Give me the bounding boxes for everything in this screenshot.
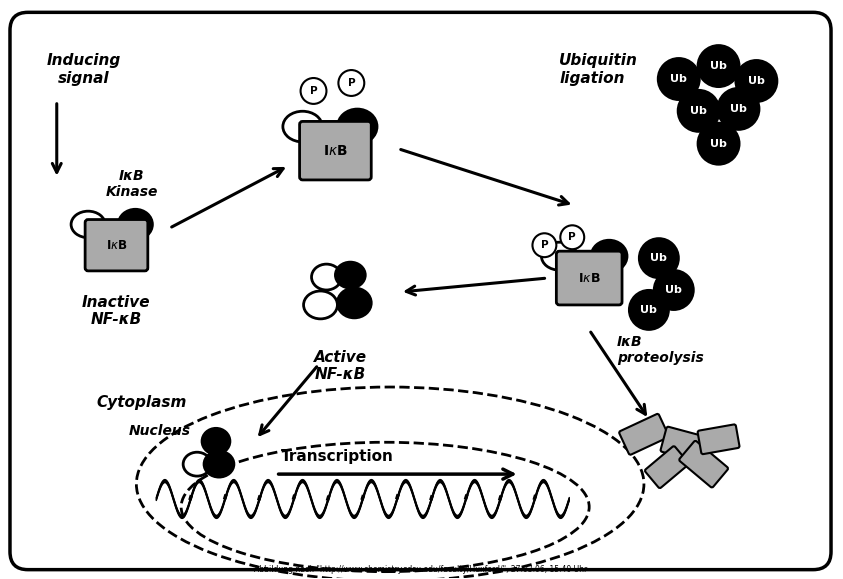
FancyBboxPatch shape [85,219,148,271]
Ellipse shape [336,262,365,288]
Text: Ub: Ub [710,61,727,71]
FancyBboxPatch shape [556,251,622,305]
Circle shape [629,290,668,330]
Circle shape [639,238,679,278]
Ellipse shape [202,428,230,454]
Circle shape [533,233,556,257]
Text: IκB
proteolysis: IκB proteolysis [617,335,704,365]
Circle shape [735,60,777,102]
Text: I$\kappa$B: I$\kappa$B [577,272,600,284]
Text: Active
NF-κB: Active NF-κB [314,350,367,382]
Text: I$\kappa$B: I$\kappa$B [105,239,127,252]
Circle shape [654,270,694,310]
Ellipse shape [591,240,627,272]
Text: Abbildung nach "http://www.chemistry.sdsu.edu/faculty/Huxford/", 27.03.06, 15.40: Abbildung nach "http://www.chemistry.sds… [255,565,588,574]
Circle shape [301,78,326,104]
FancyBboxPatch shape [661,427,707,462]
Ellipse shape [118,209,153,240]
Text: Nucleus: Nucleus [128,424,191,438]
Text: Ub: Ub [641,305,658,315]
Ellipse shape [283,111,322,142]
Text: Ubiquitin
ligation: Ubiquitin ligation [560,53,638,86]
Text: Ub: Ub [665,285,682,295]
FancyBboxPatch shape [645,446,689,488]
Circle shape [561,225,584,249]
Text: Inactive
NF-κB: Inactive NF-κB [82,295,151,327]
Circle shape [717,88,760,130]
Text: Ub: Ub [690,106,707,116]
Ellipse shape [312,264,341,290]
Text: IκB
Kinase: IκB Kinase [105,168,158,199]
Text: Ub: Ub [730,104,747,114]
Circle shape [698,45,739,87]
Text: P: P [568,232,576,242]
Circle shape [698,123,739,164]
FancyBboxPatch shape [299,122,371,180]
Ellipse shape [303,291,337,319]
Text: I$\kappa$B: I$\kappa$B [323,144,348,157]
Text: Ub: Ub [651,253,668,263]
Text: P: P [309,86,317,96]
Text: P: P [540,240,548,250]
Ellipse shape [337,288,371,318]
Text: Cytoplasm: Cytoplasm [96,395,186,410]
Ellipse shape [183,452,211,476]
Text: Ub: Ub [710,139,727,149]
FancyBboxPatch shape [698,424,739,454]
Circle shape [658,58,700,100]
Ellipse shape [337,109,377,144]
Circle shape [338,70,364,96]
Ellipse shape [541,242,577,270]
FancyBboxPatch shape [10,12,831,570]
Circle shape [678,90,720,132]
Text: Inducing
signal: Inducing signal [46,53,121,86]
FancyBboxPatch shape [620,414,668,455]
Ellipse shape [71,211,105,237]
Ellipse shape [204,451,234,477]
Text: Ub: Ub [670,74,687,84]
Text: Transcription: Transcription [281,449,394,464]
Text: Ub: Ub [748,76,765,86]
Text: P: P [347,78,355,88]
FancyBboxPatch shape [679,441,728,488]
